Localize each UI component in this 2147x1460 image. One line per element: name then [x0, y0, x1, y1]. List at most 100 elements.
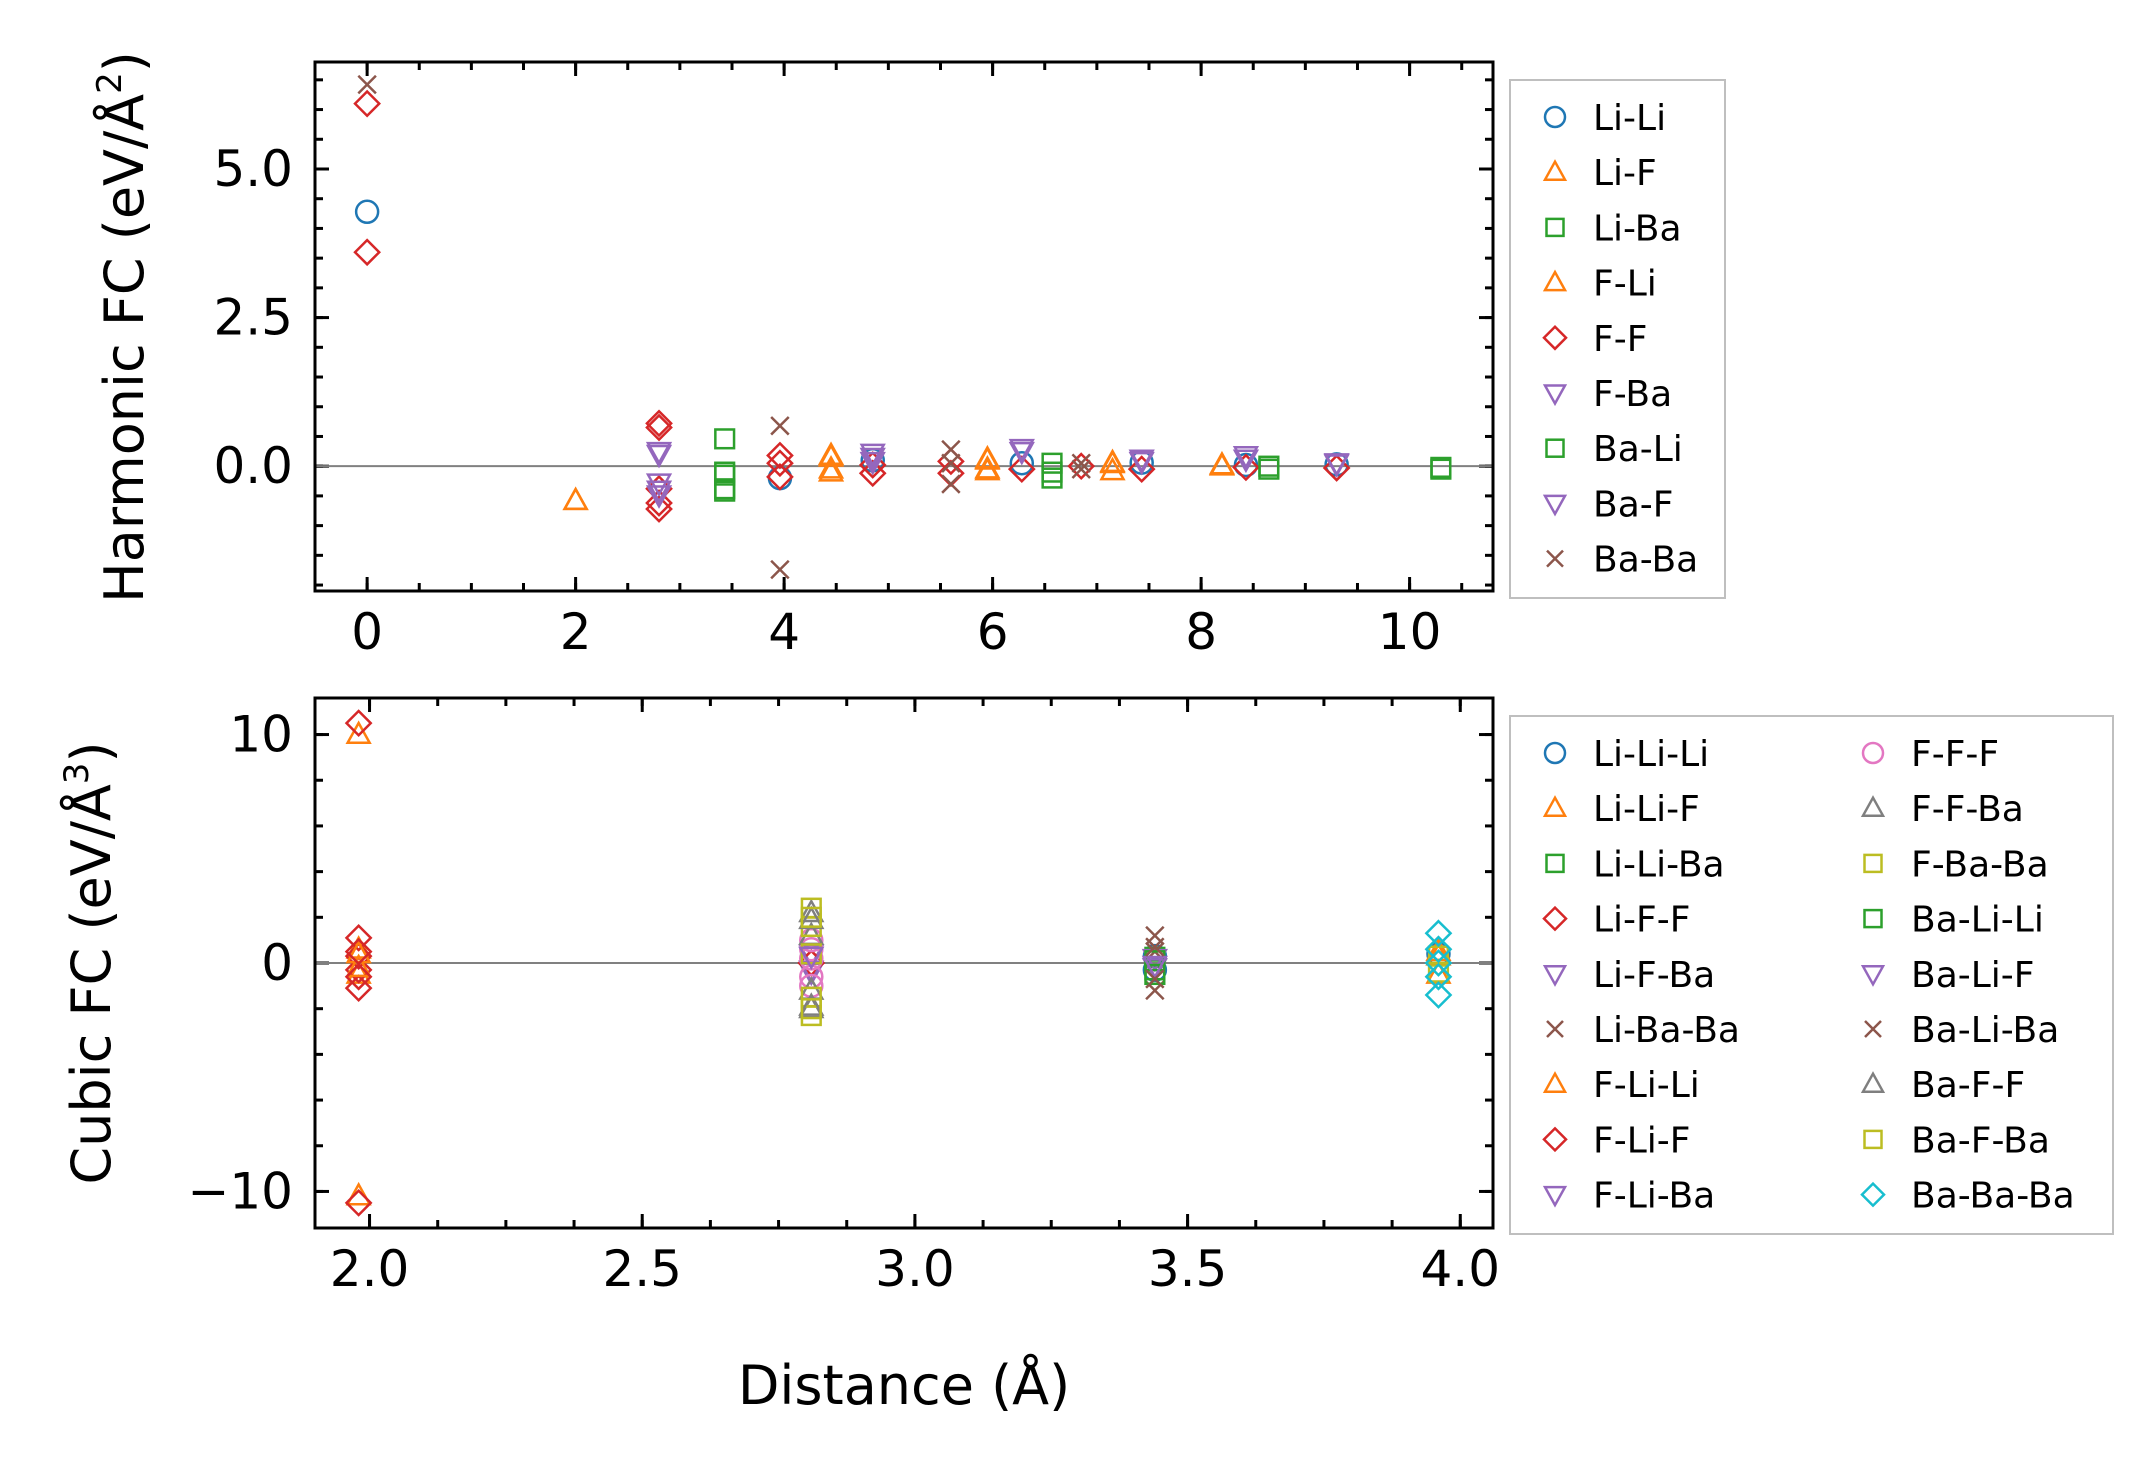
- harmonic-legend-entry-f-f: F-F: [1542, 319, 1647, 360]
- harmonic-point-f-ba: F-Ba: (2.8, -0.48): [645, 485, 673, 509]
- cubic-point-f-f-f: F-F-F: (2.81, 1): [799, 927, 824, 953]
- harmonic-point-ba-f: Ba-F: (4.85, 0.15): [859, 447, 886, 472]
- cubic-legend-label: Ba-Li-F: [1911, 955, 2035, 996]
- cubic-xtick-label: 2.5: [602, 1240, 682, 1298]
- harmonic-point-f-ba: F-Ba: (6.28, 0.3): [1008, 438, 1035, 463]
- cubic-legend-label: Li-Ba-Ba: [1593, 1010, 1740, 1051]
- cubic-ytick-label: 0: [261, 934, 293, 992]
- harmonic-point-li-f: Li-F: (4.45, -0.1): [817, 457, 845, 482]
- harmonic-panel: Li-Li: (0, 4.28)Li-Li: (3.96, -0.2)Li-Li…: [90, 51, 1726, 661]
- cubic-legend-label: Li-Li-F: [1593, 789, 1700, 830]
- cubic-legend-entry-li-f-ba: Li-F-Ba: [1542, 955, 1715, 996]
- harmonic-point-ba-li: Ba-Li: (3.43, -0.38): [714, 478, 736, 500]
- cubic-point-ba-li-li: Ba-Li-Li: (3.44, -0.5): [1144, 963, 1166, 986]
- harmonic-point-ba-f: Ba-F: (6.28, 0.25): [1008, 441, 1035, 466]
- harmonic-point-f-f: F-F: (4.85, -0.12): [858, 459, 887, 488]
- harmonic-point-f-f: F-F: (2.8, 0.72): [645, 409, 673, 438]
- harmonic-series-f-li: F-Li: (2, -0.58)F-Li: (4.45, 0.15)F-Li: …: [562, 443, 1236, 511]
- harmonic-xtick-label: 10: [1378, 603, 1442, 661]
- harmonic-point-f-li: F-Li: (8.2, 0): [1208, 452, 1236, 476]
- harmonic-xtick-label: 8: [1185, 603, 1217, 661]
- harmonic-legend-label: Li-Ba: [1593, 208, 1682, 249]
- harmonic-legend-marker-f-f: [1542, 325, 1568, 351]
- harmonic-point-ba-ba: Ba-Ba: (6.85, 0.05): [1071, 453, 1091, 473]
- cubic-legend-marker-f-f-ba: [1860, 795, 1886, 817]
- cubic-legend-entry-f-li-li: F-Li-Li: [1542, 1065, 1700, 1106]
- harmonic-legend-entry-f-li: F-Li: [1542, 264, 1657, 305]
- cubic-legend-marker-li-ba-ba: [1546, 1020, 1564, 1038]
- cubic-point-f-ba-ba: F-Ba-Ba: (2.81, 0.4): [800, 943, 822, 965]
- cubic-legend-entry-li-ba-ba: Li-Ba-Ba: [1546, 1010, 1740, 1051]
- cubic-legend-marker-li-li-f: [1542, 795, 1568, 817]
- cubic-ylabel-close: ): [60, 741, 123, 762]
- harmonic-point-ba-ba: Ba-Ba: (5.6, -0.3): [941, 474, 961, 494]
- cubic-ytick-label: −10: [187, 1162, 293, 1220]
- cubic-legend-label: F-Li-F: [1593, 1120, 1690, 1161]
- cubic-ytick-label: 10: [229, 706, 293, 764]
- harmonic-series-ba-f: Ba-F: (2.8, 0.2) Ba-F: (2.8, -0.4) Ba-F: (…: [645, 441, 1350, 505]
- cubic-point-ba-ba-ba: Ba-Ba-Ba: (3.96, 0): [1424, 949, 1453, 977]
- cubic-legend-label: Li-F-F: [1593, 900, 1690, 941]
- cubic-point-li-f-f: Li-F-F: (1.98, -0.3): [344, 955, 373, 984]
- cubic-legend-entry-li-li-li: Li-Li-Li: [1543, 734, 1709, 775]
- harmonic-point-f-li: F-Li: (5.95, 0.1): [974, 446, 1001, 470]
- harmonic-point-f-f: F-F: (0, 3.6): [353, 238, 381, 267]
- harmonic-point-f-li: F-Li: (5.95, -0.08): [974, 456, 1001, 481]
- cubic-point-f-li-li: F-Li-Li: (1.98, -0.2): [345, 953, 372, 978]
- cubic-point-li-f-f: Li-F-F: (1.98, -10.5): [344, 1189, 373, 1217]
- harmonic-legend-marker-li-li: [1543, 105, 1567, 129]
- cubic-legend-marker-li-li-ba: [1545, 853, 1565, 874]
- harmonic-legend-marker-ba-ba: [1546, 549, 1564, 568]
- harmonic-point-f-f: F-F: (2.8, -0.62): [645, 489, 673, 517]
- cubic-data-points: Li-Li-Li: (3.44, 0.3)Li-Li-Li: (3.44, -0…: [344, 709, 1453, 1217]
- harmonic-point-ba-ba: Ba-Ba: (0, 6.42): [357, 74, 377, 95]
- harmonic-point-ba-f: Ba-F: (8.43, 0.12): [1232, 449, 1260, 474]
- harmonic-legend-entry-li-f: Li-F: [1542, 153, 1657, 194]
- cubic-legend-marker-ba-f-ba: [1863, 1129, 1883, 1150]
- cubic-y-axis-label: Cubic FC (eV/Å3): [57, 741, 123, 1184]
- cubic-point-li-li-f: Li-Li-F: (1.98, -10.2): [345, 1181, 372, 1206]
- cubic-legend: Li-Li-Li Li-Li-F Li-Li-Ba Li-F-F Li-F-Ba Li-B…: [1509, 715, 2114, 1235]
- cubic-xtick-label: 4.0: [1421, 1240, 1501, 1298]
- cubic-xtick-label: 3.5: [1148, 1240, 1228, 1298]
- harmonic-point-f-f: F-F: (2.8, 0.65): [645, 413, 673, 442]
- harmonic-point-ba-li: Ba-Li: (10.3, -0.02): [1430, 456, 1452, 478]
- harmonic-legend-entry-li-ba: Li-Ba: [1545, 208, 1682, 249]
- harmonic-point-f-li: F-Li: (7.15, 0.04): [1099, 449, 1126, 474]
- cubic-point-ba-ba-ba: Ba-Ba-Ba: (3.96, -0.6): [1424, 962, 1453, 991]
- harmonic-legend-label: Ba-Ba: [1593, 540, 1698, 581]
- harmonic-ylabel-main: Harmonic FC (eV/Å: [92, 94, 156, 603]
- cubic-ylabel-superscript: 3: [57, 763, 97, 785]
- harmonic-point-f-ba: F-Ba: (4.85, 0.08): [859, 451, 886, 476]
- harmonic-legend-label: Li-Li: [1593, 98, 1666, 139]
- cubic-legend-marker-ba-li-f: [1860, 965, 1886, 987]
- harmonic-legend-entry-f-ba: F-Ba: [1542, 374, 1672, 415]
- cubic-legend-entry-ba-f-f: Ba-F-F: [1860, 1065, 2025, 1106]
- harmonic-point-ba-ba: Ba-Ba: (3.96, 0.68): [770, 416, 790, 436]
- cubic-legend-marker-li-f-ba: [1542, 965, 1568, 987]
- harmonic-point-li-f: Li-F: (7.15, -0.08): [1099, 456, 1126, 481]
- harmonic-y-axis-label: Harmonic FC (eV/Å2): [90, 51, 156, 603]
- harmonic-point-ba-f: Ba-F: (2.8, -0.4): [645, 480, 673, 505]
- harmonic-point-f-f: F-F: (2.8, -0.72): [645, 495, 673, 523]
- harmonic-point-f-f: F-F: (8.43, -0.02): [1232, 453, 1260, 482]
- cubic-series-ba-ba-ba: Ba-Ba-Ba: (3.96, 1.3)Ba-Ba-Ba: (3.96, 0.…: [1424, 919, 1453, 1009]
- harmonic-point-f-ba: F-Ba: (4.85, 0.22): [859, 443, 886, 468]
- cubic-point-li-f-f: Li-F-F: (1.98, 0.3): [344, 942, 373, 971]
- cubic-legend-label: Li-Li-Li: [1593, 734, 1709, 775]
- cubic-legend-label: F-Li-Li: [1593, 1065, 1700, 1106]
- cubic-point-ba-li-ba: Ba-Li-Ba: (3.44, -0.7): [1145, 969, 1165, 989]
- cubic-point-ba-ba-ba: Ba-Ba-Ba: (3.96, 1.3): [1424, 919, 1453, 948]
- harmonic-point-ba-f: Ba-F: (7.43, 0.08): [1128, 451, 1155, 476]
- harmonic-point-f-f: F-F: (7.43, -0.05): [1127, 455, 1156, 484]
- harmonic-ylabel-close: ): [93, 51, 156, 72]
- cubic-legend-entry-f-li-f: F-Li-F: [1542, 1120, 1690, 1161]
- cubic-legend-label: F-F-Ba: [1911, 789, 2024, 830]
- cubic-legend-label: F-Ba-Ba: [1911, 844, 2049, 885]
- harmonic-legend: Li-Li Li-F Li-Ba F-Li F-F F-Ba Ba-Li Ba-F Ba-Ba: [1509, 79, 1726, 599]
- cubic-legend-entry-ba-f-ba: Ba-F-Ba: [1863, 1120, 2050, 1161]
- harmonic-point-f-f: F-F: (6.28, -0.05): [1007, 455, 1036, 484]
- harmonic-legend-entry-ba-f: Ba-F: [1542, 484, 1673, 525]
- harmonic-point-f-f: F-F: (3.96, 0.18): [766, 441, 794, 470]
- cubic-series-ba-li-ba: Ba-Li-Ba: (3.44, 0.7) Ba-Li-Ba: (3.44, -0…: [1145, 937, 1165, 989]
